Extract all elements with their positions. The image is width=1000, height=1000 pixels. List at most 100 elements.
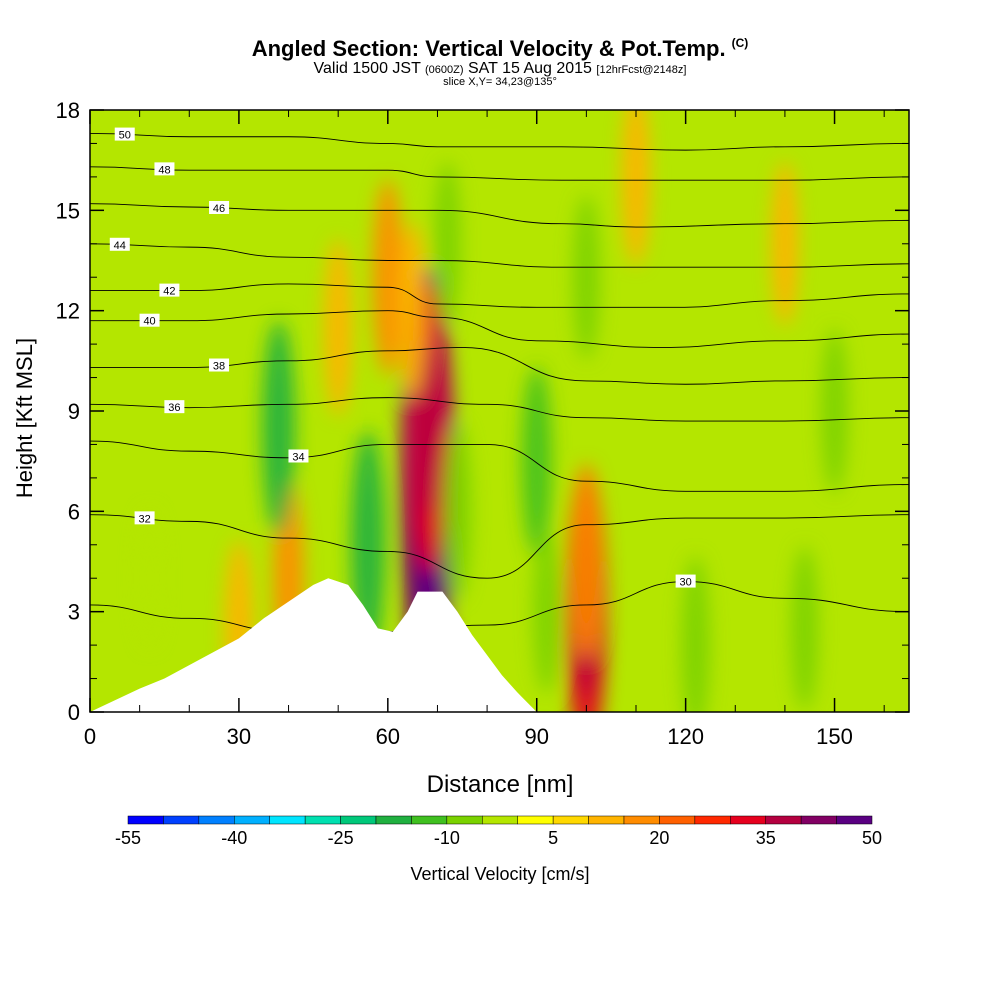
- contour-label-bg: [109, 237, 130, 251]
- terrain: [90, 578, 909, 712]
- y-tick-label: 15: [56, 198, 80, 223]
- colorbar: -55 -40 -25 -10 5 20 35 50: [115, 815, 882, 848]
- velocity-cell: [571, 463, 602, 660]
- colorbar-swatch: [446, 815, 483, 825]
- theta-contour: [90, 283, 909, 308]
- colorbar-swatch: [411, 815, 448, 825]
- colorbar-tick-label: 50: [862, 828, 882, 848]
- x-tick-label: 0: [84, 724, 96, 749]
- contour-label-bg: [139, 313, 160, 327]
- colorbar-swatch: [127, 815, 164, 825]
- subtitle-date: SAT 15 Aug 2015: [468, 60, 592, 77]
- velocity-cell: [372, 179, 404, 376]
- colorbar-swatch: [836, 815, 873, 825]
- contour-label-bg: [675, 574, 696, 588]
- y-tick-label: 3: [68, 600, 80, 625]
- colorbar-swatch: [163, 815, 200, 825]
- colorbar-swatch: [340, 815, 377, 825]
- chart-title: Angled Section: Vertical Velocity & Pot.…: [0, 36, 1000, 62]
- colorbar-swatch: [623, 815, 660, 825]
- y-tick-label: 9: [68, 399, 80, 424]
- theta-contour: [90, 132, 909, 151]
- y-tick-label: 6: [68, 499, 80, 524]
- contour-label: 50: [119, 130, 131, 142]
- colorbar-tick-label: -25: [328, 828, 354, 848]
- contour-label: 42: [163, 286, 175, 298]
- colorbar-swatch: [375, 815, 412, 825]
- contour-label-bg: [154, 162, 175, 176]
- velocity-cell: [572, 195, 600, 360]
- velocity-cell: [791, 546, 819, 711]
- colorbar-swatch: [198, 815, 235, 825]
- colorbar-swatch: [694, 815, 731, 825]
- subtitle-forecast: [12hrFcst@2148z]: [596, 64, 687, 76]
- x-tick-label: 120: [667, 724, 704, 749]
- contour-label-bg: [134, 511, 155, 525]
- colorbar-swatch: [304, 815, 341, 825]
- colorbar-swatch: [552, 815, 589, 825]
- velocity-cell: [433, 161, 461, 326]
- contour-label: 36: [168, 402, 180, 414]
- velocity-cell: [262, 320, 295, 536]
- contour-label: 46: [213, 203, 225, 215]
- colorbar-tick-label: -10: [434, 828, 460, 848]
- velocity-field: [137, 110, 849, 712]
- colorbar-swatch: [800, 815, 837, 825]
- theta-contour: [90, 166, 909, 181]
- plot-area: 30 32 34 36 38 40 42 44 46 48 50: [90, 110, 909, 712]
- contour-label: 38: [213, 361, 225, 373]
- velocity-cell: [681, 556, 710, 712]
- y-tick-label: 12: [56, 299, 80, 324]
- chart-title-text: Angled Section: Vertical Velocity & Pot.…: [251, 36, 726, 61]
- velocity-cell: [137, 509, 162, 648]
- colorbar-tick-label: -40: [221, 828, 247, 848]
- x-tick-label: 30: [227, 724, 251, 749]
- colorbar-swatch: [269, 815, 306, 825]
- slice-info: slice X,Y= 34,23@135°: [443, 76, 557, 88]
- contour-label-bg: [288, 449, 309, 463]
- contour-label: 44: [114, 240, 126, 252]
- chart-subtitle: Valid 1500 JST (0600Z) SAT 15 Aug 2015 […: [0, 60, 1000, 78]
- title-tag: (C): [731, 36, 749, 50]
- contour-label-bg: [164, 400, 185, 414]
- theta-contour: [90, 347, 909, 385]
- velocity-cell: [443, 422, 472, 600]
- velocity-cell: [323, 238, 353, 416]
- contour-label: 48: [158, 164, 170, 176]
- colorbar-swatch: [517, 815, 554, 825]
- colorbar-tick-label: -55: [115, 828, 141, 848]
- subtitle-valid-time: Valid 1500 JST: [313, 60, 421, 77]
- colorbar-tick-label: 35: [756, 828, 776, 848]
- velocity-cell: [821, 329, 849, 493]
- contour-label: 40: [143, 316, 155, 328]
- theta-contours: 30 32 34 36 38 40 42 44 46 48 50: [90, 127, 909, 633]
- theta-contour: [90, 243, 909, 268]
- theta-contour: [90, 397, 909, 422]
- colorbar-swatch: [765, 815, 802, 825]
- colorbar-label: Vertical Velocity [cm/s]: [410, 864, 590, 884]
- x-axis: 0 30 60 90 120 150: [84, 110, 885, 749]
- subtitle-utc: (0600Z): [425, 64, 464, 76]
- velocity-cell: [398, 222, 427, 400]
- colorbar-swatch: [730, 815, 766, 825]
- contour-label-bg: [114, 127, 135, 141]
- theta-contour: [90, 440, 909, 492]
- x-axis-label: Distance [nm]: [427, 771, 574, 798]
- colorbar-tick-label: 5: [548, 828, 558, 848]
- contour-label: 30: [680, 577, 692, 589]
- theta-contour: [90, 310, 909, 348]
- colorbar-swatch: [482, 815, 518, 825]
- contour-label-bg: [159, 283, 180, 297]
- contour-label-bg: [209, 200, 230, 214]
- velocity-core: [416, 340, 439, 516]
- y-tick-label: 0: [68, 700, 80, 725]
- x-tick-label: 90: [524, 724, 548, 749]
- contour-label: 34: [292, 451, 304, 463]
- colorbar-tick-label: 20: [649, 828, 669, 848]
- contour-label-bg: [209, 358, 230, 372]
- velocity-cell: [521, 366, 552, 556]
- x-tick-label: 150: [816, 724, 853, 749]
- theta-contour: [90, 514, 909, 579]
